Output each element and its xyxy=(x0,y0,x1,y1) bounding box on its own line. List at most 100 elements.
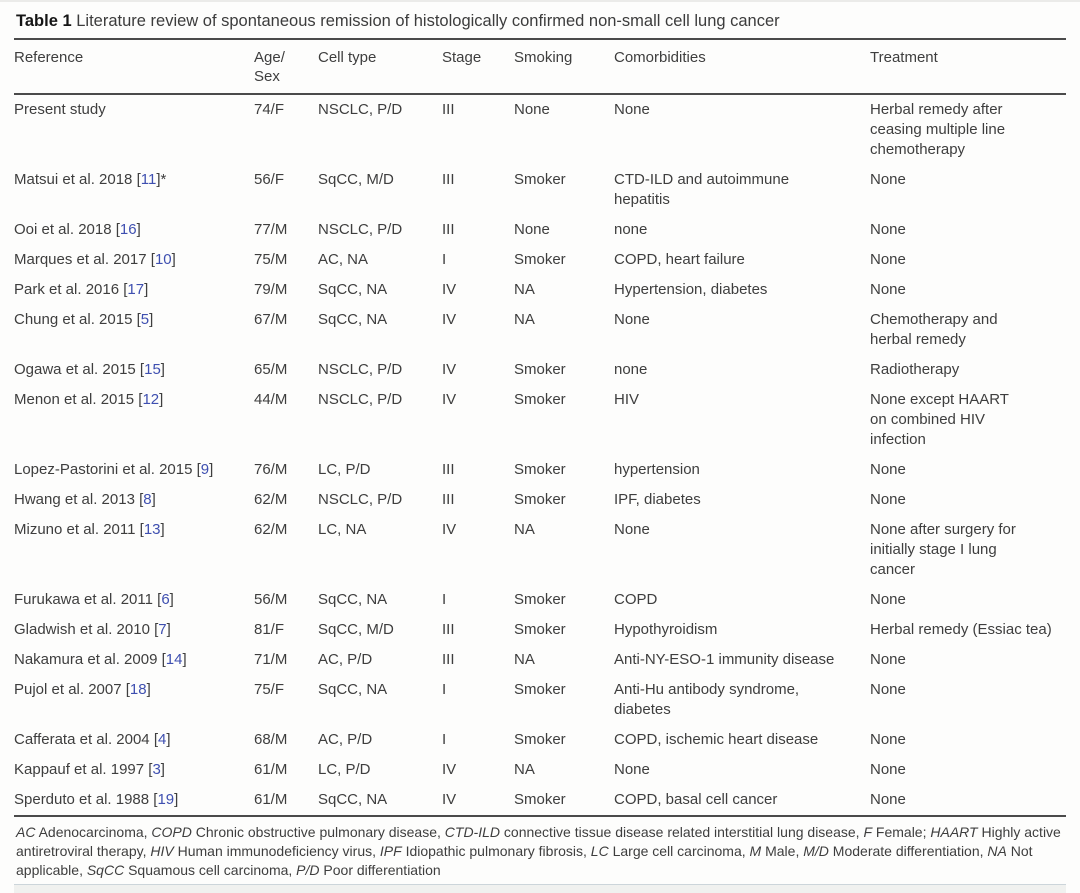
reference-text: Gladwish et al. 2010 xyxy=(14,621,150,638)
citation-bracket: [7] xyxy=(149,621,171,638)
cell-treatment: None xyxy=(870,251,906,268)
abbreviation-definition: connective tissue disease related inters… xyxy=(503,824,856,840)
cell-treatment: None xyxy=(870,281,906,298)
footnote-item: CTD-ILD connective tissue disease relate… xyxy=(445,824,864,840)
cell-comorbidities: COPD, basal cell cancer xyxy=(614,791,778,808)
cell-stage: III xyxy=(442,461,455,478)
footnote-separator: , xyxy=(372,843,380,859)
table-row: Marques et al. 2017 [10] 75/M AC, NA I S… xyxy=(14,245,1066,275)
table-row: Gladwish et al. 2010 [7] 81/F SqCC, M/D … xyxy=(14,615,1066,645)
cell-smoking: None xyxy=(514,101,550,118)
cell-stage: IV xyxy=(442,281,457,298)
citation-link[interactable]: 19 xyxy=(157,791,175,808)
citation-link[interactable]: 8 xyxy=(143,491,152,508)
abbreviation-definition: Human immunodeficiency virus xyxy=(177,843,373,859)
cell-comorbidities: COPD xyxy=(614,591,658,608)
cell-reference: Lopez-Pastorini et al. 2015 [9] xyxy=(14,455,254,485)
table-body: Present study 74/F NSCLC, P/D III None N… xyxy=(14,94,1066,816)
cell-cell-type: SqCC, NA xyxy=(318,791,388,808)
table-row: Nakamura et al. 2009 [14] 71/M AC, P/D I… xyxy=(14,645,1066,675)
cell-age-sex: 56/F xyxy=(254,171,285,188)
citation-link[interactable]: 13 xyxy=(143,521,161,538)
cell-cell-type: NSCLC, P/D xyxy=(318,491,403,508)
reference-text: Lopez-Pastorini et al. 2015 xyxy=(14,461,193,478)
cell-stage: III xyxy=(442,491,455,508)
citation-link[interactable]: 17 xyxy=(127,281,145,298)
column-header-reference: Reference xyxy=(14,39,254,95)
table-row: Menon et al. 2015 [12] 44/M NSCLC, P/D I… xyxy=(14,385,1066,455)
abbreviation: AC xyxy=(16,824,36,840)
footnote-separator: ; xyxy=(922,824,931,840)
cell-comorbidities: Hypothyroidism xyxy=(614,621,718,638)
reference-text: Ooi et al. 2018 xyxy=(14,221,112,238)
citation-bracket: [9] xyxy=(192,461,214,478)
citation-bracket: [13] xyxy=(135,521,165,538)
citation-link[interactable]: 3 xyxy=(152,761,161,778)
footnote-separator: , xyxy=(583,843,591,859)
cell-cell-type: SqCC, NA xyxy=(318,281,388,298)
table-row: Park et al. 2016 [17] 79/M SqCC, NA IV N… xyxy=(14,275,1066,305)
reference-text: Hwang et al. 2013 xyxy=(14,491,135,508)
cell-stage: IV xyxy=(442,391,457,408)
cell-smoking: Smoker xyxy=(514,681,566,698)
table-title: Literature review of spontaneous remissi… xyxy=(76,12,780,30)
citation-bracket: [11]* xyxy=(132,171,167,188)
cell-comorbidities: hypertension xyxy=(614,461,700,478)
citation-link[interactable]: 15 xyxy=(144,361,161,378)
cell-stage: I xyxy=(442,681,447,698)
column-header-treatment: Treatment xyxy=(870,39,1066,95)
column-header-cell-type: Cell type xyxy=(318,39,442,95)
footnote-item: SqCC Squamous cell carcinoma, xyxy=(87,862,296,878)
footnote-separator: , xyxy=(437,824,445,840)
citation-link[interactable]: 6 xyxy=(161,591,170,608)
citation-link[interactable]: 16 xyxy=(119,221,137,238)
cell-smoking: Smoker xyxy=(514,621,566,638)
cell-cell-type: NSCLC, P/D xyxy=(318,221,403,238)
table-header: Reference Age/ Sex Cell type Stage Smoki… xyxy=(14,39,1066,95)
reference-text: Kappauf et al. 1997 xyxy=(14,761,145,778)
cell-stage: I xyxy=(442,591,447,608)
citation-link[interactable]: 5 xyxy=(140,311,150,328)
cell-comorbidities: none xyxy=(614,221,648,238)
cell-smoking: NA xyxy=(514,651,535,668)
abbreviation: M/D xyxy=(803,843,829,859)
footnote-item: M Male, xyxy=(750,843,804,859)
reference-text: Matsui et al. 2018 xyxy=(14,171,133,188)
citation-link[interactable]: 11 xyxy=(140,171,157,188)
cell-reference: Menon et al. 2015 [12] xyxy=(14,385,254,455)
citation-link[interactable]: 9 xyxy=(200,461,210,478)
cell-smoking: Smoker xyxy=(514,791,566,808)
cell-cell-type: AC, P/D xyxy=(318,651,373,668)
citation-link[interactable]: 7 xyxy=(158,621,167,638)
cell-smoking: Smoker xyxy=(514,591,566,608)
cell-cell-type: SqCC, NA xyxy=(318,591,388,608)
citation-bracket: [5] xyxy=(132,311,154,328)
abbreviation: M xyxy=(749,843,762,859)
cell-stage: IV xyxy=(442,311,457,328)
cell-smoking: NA xyxy=(514,521,535,538)
table-row: Cafferata et al. 2004 [4] 68/M AC, P/D I… xyxy=(14,725,1066,755)
cell-cell-type: SqCC, M/D xyxy=(318,171,394,188)
reference-text: Marques et al. 2017 xyxy=(14,251,147,268)
footnote-item: LC Large cell carcinoma, xyxy=(591,843,750,859)
reference-text: Pujol et al. 2007 xyxy=(14,681,122,698)
cell-reference: Chung et al. 2015 [5] xyxy=(14,305,254,355)
reference-text: Sperduto et al. 1988 xyxy=(14,791,150,808)
footnote-item: COPD Chronic obstructive pulmonary disea… xyxy=(151,824,444,840)
abbreviation: COPD xyxy=(151,824,192,840)
citation-link[interactable]: 4 xyxy=(158,731,167,748)
reference-text: Furukawa et al. 2011 xyxy=(14,591,153,608)
citation-link[interactable]: 14 xyxy=(165,651,183,668)
cell-comorbidities: Anti-NY-ESO-1 immunity disease xyxy=(614,651,835,668)
citation-bracket: [12] xyxy=(134,391,164,408)
footnote-item: HIV Human immunodeficiency virus, xyxy=(150,843,380,859)
cell-age-sex: 74/F xyxy=(254,101,285,118)
citation-link[interactable]: 10 xyxy=(154,251,172,268)
cell-smoking: Smoker xyxy=(514,361,566,378)
abbreviation-definition: Large cell carcinoma xyxy=(612,843,742,859)
cell-smoking: None xyxy=(514,221,550,238)
abbreviation-definition: Poor differentiation xyxy=(323,862,441,878)
citation-link[interactable]: 12 xyxy=(142,391,160,408)
citation-link[interactable]: 18 xyxy=(129,681,147,698)
